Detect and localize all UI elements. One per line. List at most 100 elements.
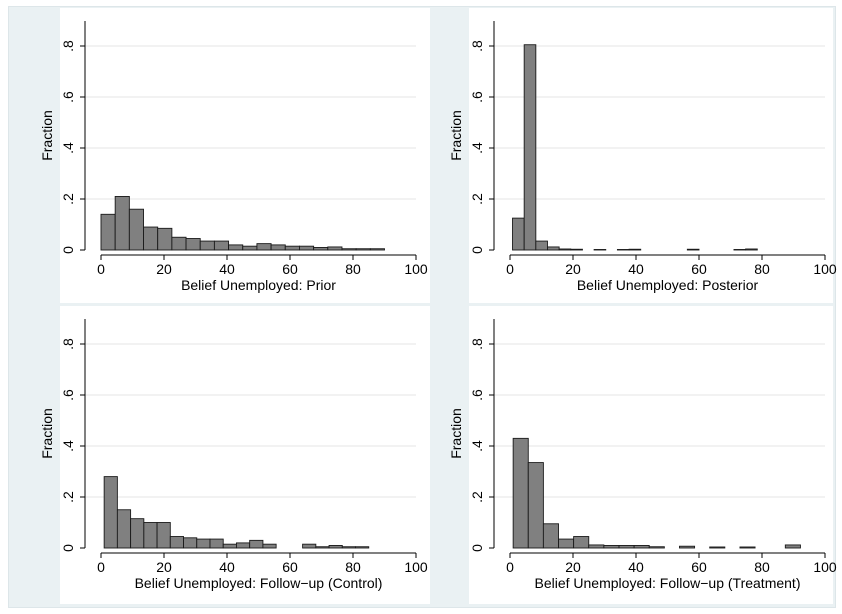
histogram-bar <box>196 538 211 549</box>
histogram-bar <box>512 437 529 549</box>
x-tick-label: 20 <box>156 261 172 277</box>
subplot-top-right: 0 .2 .4 .6 .8 0 20 40 60 80 100 Fraction Belief Unem… <box>448 8 837 303</box>
histogram-bar <box>299 245 315 251</box>
histogram-bar <box>616 249 630 251</box>
histogram-bar <box>527 462 544 549</box>
histogram-bar <box>156 522 171 549</box>
y-tick-label: .2 <box>469 491 485 503</box>
y-tick-label: .6 <box>469 91 485 103</box>
subplot-bottom-right: 0 .2 .4 .6 .8 0 20 40 60 80 100 Fraction Belief Unem… <box>448 306 837 604</box>
x-tick-label: 20 <box>565 559 581 575</box>
y-tick-label: .4 <box>60 142 76 154</box>
histogram-bar <box>355 546 370 549</box>
histogram-bar <box>733 249 747 251</box>
x-tick-label: 100 <box>813 261 837 277</box>
histogram-bar <box>185 238 201 251</box>
y-axis-title: Fraction <box>39 408 55 459</box>
y-tick-label: .8 <box>60 338 76 350</box>
histogram-bar <box>222 543 237 549</box>
x-axis-title: Belief Unemployed: Prior <box>181 277 336 293</box>
histogram-bar <box>709 546 726 549</box>
x-tick-label: 80 <box>754 261 770 277</box>
y-tick-label: .8 <box>60 40 76 52</box>
histogram-bar <box>593 249 607 251</box>
histogram-bar <box>213 240 230 251</box>
histogram-bar <box>328 545 343 549</box>
y-tick-label: .6 <box>469 389 485 401</box>
histogram-bar <box>558 538 575 549</box>
histogram-bar <box>570 248 583 251</box>
y-tick-label: .2 <box>60 491 76 503</box>
subplot-top-left: 0 .2 .4 .6 .8 0 20 40 60 80 100 Fraction Belief Unem… <box>39 8 430 303</box>
x-tick-label: 100 <box>404 261 428 277</box>
histogram-bar <box>242 245 258 251</box>
histogram-bar <box>535 240 548 251</box>
y-tick-label: 0 <box>469 246 485 254</box>
histogram-bar <box>633 545 650 549</box>
x-tick-label: 0 <box>97 559 105 575</box>
x-tick-label: 80 <box>345 261 361 277</box>
y-tick-label: .4 <box>469 440 485 452</box>
y-tick-label: 0 <box>469 544 485 552</box>
histogram-bar <box>103 476 118 549</box>
histogram-bar <box>116 509 132 549</box>
histogram-bar <box>169 536 184 549</box>
x-axis-title: Belief Unemployed: Follow−up (Control) <box>135 575 383 591</box>
histogram-bar <box>199 240 215 251</box>
histogram-bar <box>603 545 620 549</box>
histogram-bar <box>128 208 144 251</box>
histogram-bar <box>171 236 187 251</box>
x-tick-label: 40 <box>628 559 644 575</box>
histogram-bar <box>114 195 130 251</box>
y-tick-label: 0 <box>60 544 76 552</box>
histogram-bar <box>130 518 145 549</box>
histogram-bar <box>327 246 343 251</box>
x-tick-label: 60 <box>691 559 707 575</box>
y-axis-title: Fraction <box>39 110 55 161</box>
y-tick-label: 0 <box>60 246 76 254</box>
histogram-bar <box>679 545 696 549</box>
x-tick-label: 20 <box>156 559 172 575</box>
histogram-bar <box>228 244 244 251</box>
x-tick-label: 0 <box>506 559 514 575</box>
histogram-bar <box>573 536 590 549</box>
x-tick-label: 60 <box>282 559 298 575</box>
y-tick-label: .2 <box>469 193 485 205</box>
x-tick-label: 100 <box>813 559 837 575</box>
histogram-bar <box>355 248 371 251</box>
histogram-bar <box>143 226 159 251</box>
histogram-bar <box>784 544 801 549</box>
x-tick-label: 60 <box>282 261 298 277</box>
histogram-bar <box>249 539 264 549</box>
x-axis-title: Belief Unemployed: Posterior <box>577 277 759 293</box>
histogram-bar <box>313 246 329 251</box>
histogram-bar <box>183 537 198 549</box>
y-axis-title: Fraction <box>448 408 464 459</box>
x-axis-title: Belief Unemployed: Follow−up (Treatment) <box>535 575 801 591</box>
plot-background <box>469 306 833 604</box>
histogram-bar <box>270 244 286 251</box>
histogram-bar <box>341 546 356 549</box>
histogram-bar <box>542 523 559 549</box>
x-tick-label: 100 <box>404 559 428 575</box>
histogram-bar <box>512 217 525 251</box>
histogram-bar <box>235 542 251 549</box>
y-tick-label: .8 <box>469 338 485 350</box>
histogram-bar <box>369 248 385 251</box>
histogram-bar <box>100 213 116 251</box>
x-tick-label: 80 <box>345 559 361 575</box>
x-tick-label: 0 <box>506 261 514 277</box>
y-tick-label: .6 <box>60 389 76 401</box>
histogram-bar <box>209 538 224 549</box>
x-tick-label: 40 <box>219 261 235 277</box>
histogram-bar <box>558 248 572 251</box>
histogram-bar <box>256 243 272 251</box>
histogram-bar <box>315 546 330 549</box>
y-tick-label: .6 <box>60 91 76 103</box>
subplot-bottom-left: 0 .2 .4 .6 .8 0 20 40 60 80 100 Fraction Belief Unem… <box>39 306 430 604</box>
histogram-bar <box>547 246 560 251</box>
histogram-bar <box>284 245 300 251</box>
plot-background <box>60 306 430 604</box>
y-tick-label: .4 <box>60 440 76 452</box>
